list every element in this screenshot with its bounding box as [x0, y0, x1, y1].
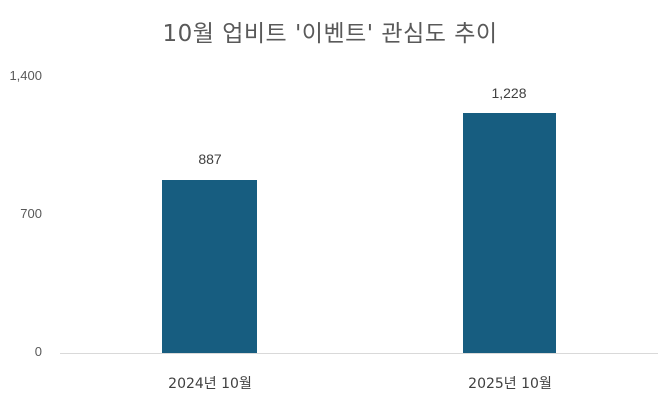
data-label-2025: 1,228 [491, 85, 527, 101]
x-axis-line [60, 353, 658, 354]
y-tick-1400: 1,400 [9, 68, 42, 83]
data-label-2024: 887 [198, 151, 222, 167]
chart-title: 10월 업비트 '이벤트' 관심도 추이 [162, 21, 498, 47]
x-label-2025: 2025년 10월 [468, 376, 552, 392]
x-label-2024: 2024년 10월 [168, 376, 252, 392]
bar-2024-10 [162, 180, 257, 353]
bar-2025-10 [463, 113, 556, 353]
y-tick-0: 0 [34, 344, 42, 359]
y-tick-700: 700 [20, 206, 42, 221]
